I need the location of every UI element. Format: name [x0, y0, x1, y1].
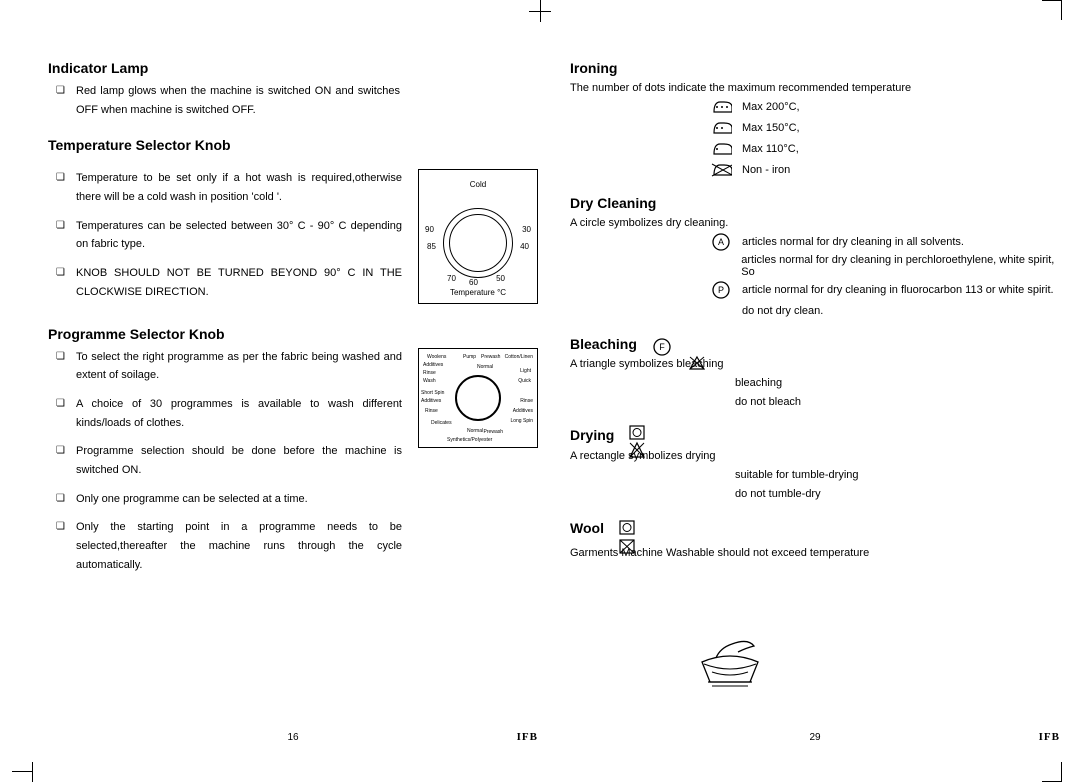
list-item: Programme selection should be done befor…	[76, 442, 408, 479]
prog-label: Additives	[421, 399, 441, 404]
list-item: Temperature to be set only if a hot wash…	[76, 169, 408, 206]
intro-text: Garments Machine Washable should not exc…	[570, 547, 1060, 559]
knob-label: Temperature °C	[419, 288, 537, 297]
page-right: Ironing The number of dots indicate the …	[570, 35, 1060, 755]
prog-label: Prewash	[481, 355, 500, 360]
circle-letter-icon: A	[710, 233, 732, 251]
list-item: Temperatures can be selected between 30°…	[76, 217, 408, 254]
care-text: articles normal for dry cleaning in perc…	[741, 254, 1060, 278]
knob-value: 85	[427, 242, 436, 251]
heading-ironing: Ironing	[570, 60, 1060, 76]
list-item: KNOB SHOULD NOT BE TURNED BEYOND 90° C I…	[76, 264, 408, 301]
prog-label: Additives	[423, 363, 443, 368]
intro-text: A circle symbolizes dry cleaning.	[570, 217, 1060, 229]
prog-label: Cotton/Linen	[505, 355, 533, 360]
page-left: Indicator Lamp Red lamp glows when the m…	[48, 35, 538, 755]
brand-logo: IFB	[517, 731, 538, 743]
prog-label: Light	[520, 369, 531, 374]
page-number: 29	[570, 732, 1060, 743]
prog-label: Prewash	[484, 430, 503, 435]
prog-label: Long Spin	[510, 419, 533, 424]
programme-knob-diagram: Woolens Additives Rinse Wash Short Spin …	[418, 348, 538, 448]
crop-mark	[1061, 762, 1062, 782]
heading-indicator-lamp: Indicator Lamp	[48, 60, 538, 76]
crop-mark	[1042, 0, 1062, 1]
knob-value: 40	[520, 242, 529, 251]
care-row: Max 200°C,	[710, 98, 1060, 116]
care-text: do not bleach	[735, 393, 1060, 412]
triangle-cross-icon	[688, 355, 706, 374]
circle-letter-icon: F	[651, 338, 673, 356]
care-row: Aarticles normal for dry cleaning in all…	[710, 233, 1060, 251]
list-item: A choice of 30 programmes is available t…	[76, 395, 408, 432]
care-row: Max 150°C,	[710, 119, 1060, 137]
svg-text:F: F	[659, 342, 665, 352]
intro-text: A triangle symbolizes bleaching	[570, 358, 1060, 370]
prog-label: Normal	[467, 429, 483, 434]
knob-value: 50	[496, 274, 505, 283]
intro-text: The number of dots indicate the maximum …	[570, 82, 1060, 94]
care-row: Particle normal for dry cleaning in fluo…	[710, 281, 1060, 299]
intro-text: A rectangle symbolizes drying	[570, 450, 1060, 462]
prog-label: Woolens	[427, 355, 446, 360]
care-text: articles normal for dry cleaning in all …	[742, 236, 964, 248]
knob-label: Cold	[419, 180, 537, 189]
brand-logo: IFB	[1039, 731, 1060, 743]
svg-text:P: P	[718, 285, 724, 295]
care-row: Non - iron	[710, 161, 1060, 179]
care-text: bleaching	[735, 374, 1060, 393]
iron-icon	[710, 98, 732, 116]
prog-label: Pump	[463, 355, 476, 360]
prog-label: Additives	[513, 409, 533, 414]
prog-label: Normal	[477, 365, 493, 370]
list-item: Red lamp glows when the machine is switc…	[76, 82, 406, 119]
list-item: To select the right programme as per the…	[76, 348, 408, 385]
heading-wool: Wool	[570, 520, 604, 536]
crop-mark	[32, 762, 33, 782]
prog-label: Quick	[518, 379, 531, 384]
heading-dry-cleaning: Dry Cleaning	[570, 195, 1060, 211]
prog-label: Delicates	[431, 421, 452, 426]
page-number: 16	[48, 732, 538, 743]
heading-drying: Drying	[570, 427, 614, 443]
crop-mark	[529, 11, 551, 12]
temperature-knob-diagram: Cold 90 85 70 60 50 40 30 Temperature °C	[418, 169, 538, 304]
iron-icon	[710, 119, 732, 137]
care-row: do not dry clean.	[710, 302, 1060, 320]
care-text: do not tumble-dry	[735, 485, 1060, 504]
care-text: Non - iron	[742, 164, 790, 176]
svg-text:A: A	[718, 237, 724, 247]
knob-value: 60	[469, 278, 478, 287]
knob-value: 90	[425, 225, 434, 234]
care-text: Max 110°C,	[742, 143, 799, 155]
heading-temp-knob: Temperature Selector Knob	[48, 137, 538, 153]
knob-value: 70	[447, 274, 456, 283]
care-text: Max 200°C,	[742, 101, 800, 113]
care-row: Max 110°C,	[710, 140, 1060, 158]
knob-value: 30	[522, 225, 531, 234]
iron-icon	[710, 161, 732, 179]
prog-label: Wash	[423, 379, 436, 384]
crop-mark	[1061, 0, 1062, 20]
prog-label: Synthetics/Polyester	[447, 438, 492, 443]
iron-icon	[710, 140, 732, 158]
care-text: suitable for tumble-drying	[735, 466, 1060, 485]
prog-label: Rinse	[520, 399, 533, 404]
care-text: Max 150°C,	[742, 122, 800, 134]
prog-label: Rinse	[425, 409, 438, 414]
wash-basin-illustration	[690, 630, 770, 695]
crop-mark	[12, 771, 32, 772]
prog-label: Rinse	[423, 371, 436, 376]
prog-label: Short Spin	[421, 391, 444, 396]
circle-letter-icon: P	[710, 281, 732, 299]
list-item: Only one programme can be selected at a …	[76, 490, 408, 509]
care-text: article normal for dry cleaning in fluor…	[742, 284, 1054, 296]
care-row: articles normal for dry cleaning in perc…	[710, 254, 1060, 278]
heading-bleaching: Bleaching	[570, 336, 637, 352]
heading-programme-knob: Programme Selector Knob	[48, 326, 538, 342]
care-text: do not dry clean.	[742, 305, 823, 317]
list-item: Only the starting point in a programme n…	[76, 518, 408, 574]
